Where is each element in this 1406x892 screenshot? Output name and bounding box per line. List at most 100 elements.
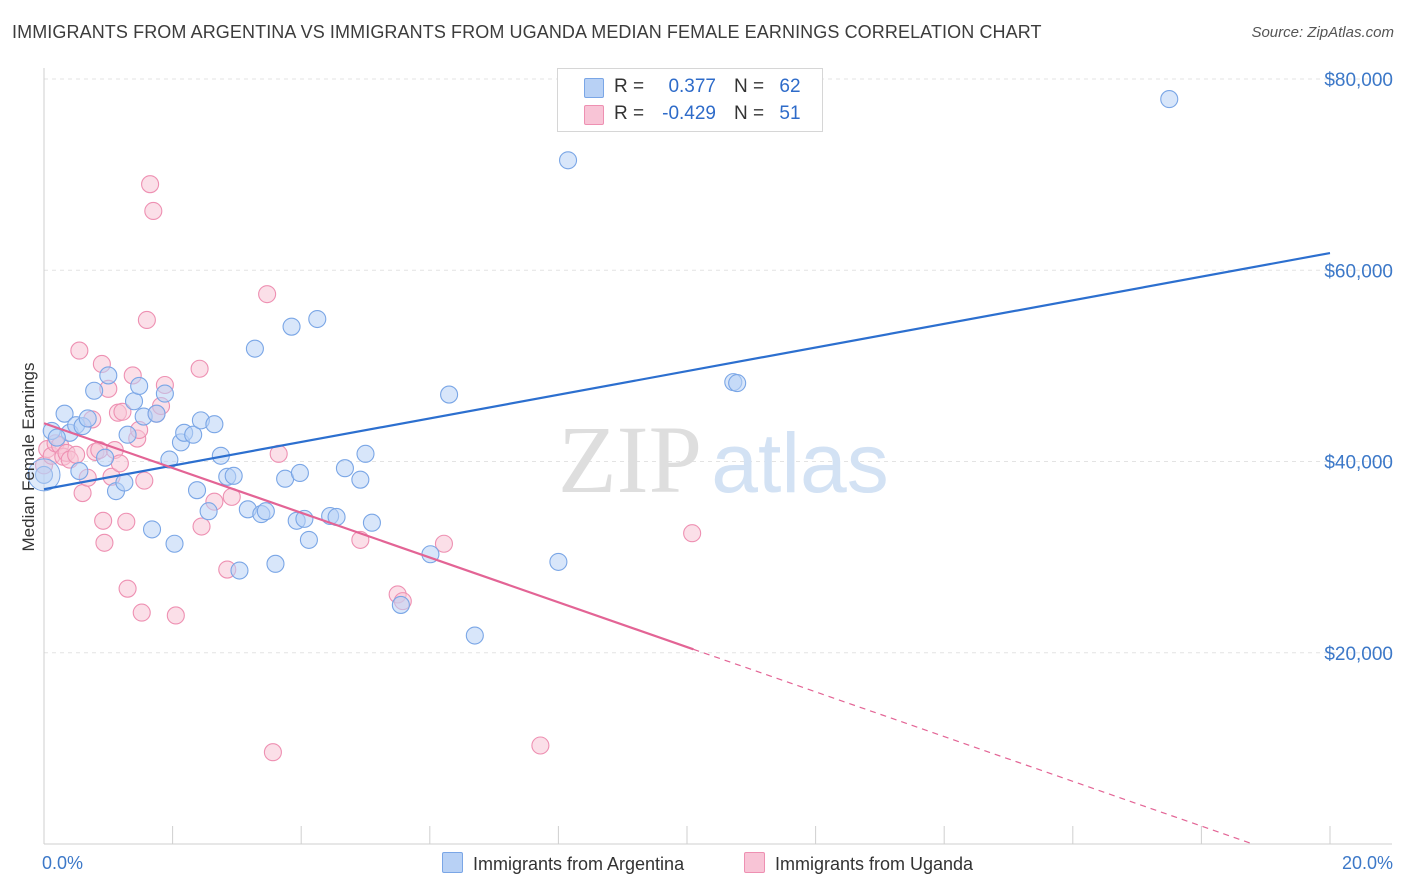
watermark-atlas: atlas	[711, 416, 888, 510]
argentina-point	[282, 317, 301, 336]
chart-title: IMMIGRANTS FROM ARGENTINA VS IMMIGRANTS …	[12, 22, 1042, 42]
uganda-point	[192, 517, 211, 536]
argentina-point	[96, 448, 115, 467]
argentina-point	[184, 425, 203, 444]
argentina-point	[256, 502, 275, 521]
argentina-point	[558, 151, 578, 170]
argentina-point	[78, 409, 97, 428]
y-axis-label: Median Female Earnings	[19, 363, 38, 552]
argentina-point	[34, 465, 54, 484]
argentina-point	[124, 392, 144, 411]
r-label: R =	[614, 76, 645, 97]
legend-item-uganda[interactable]: Immigrants from Uganda	[744, 852, 973, 875]
argentina-point	[230, 561, 249, 580]
r-value: 0.377	[668, 76, 716, 97]
n-label: N =	[734, 103, 765, 124]
uganda-point	[144, 201, 163, 221]
argentina-point	[99, 366, 118, 385]
uganda-point	[132, 603, 151, 622]
argentina-legend-label: Immigrants from Argentina	[473, 854, 685, 874]
source-label: Source: ZipAtlas.com	[1251, 24, 1394, 41]
uganda-point	[135, 471, 154, 490]
uganda-point	[67, 445, 86, 464]
argentina-point	[224, 466, 243, 485]
argentina-point	[130, 376, 149, 396]
uganda-point	[531, 736, 550, 755]
uganda-point	[141, 175, 160, 194]
y-tick-label: $60,000	[1324, 261, 1393, 282]
grid-lines	[44, 78, 1392, 654]
uganda-swatch	[584, 105, 604, 125]
uganda-legend-label: Immigrants from Uganda	[775, 854, 974, 874]
uganda-trend-extrapolation	[693, 648, 1254, 845]
uganda-legend-swatch	[744, 852, 765, 873]
stats-legend: R = 0.377 N = 62 R = -0.429 N = 51	[557, 68, 823, 132]
uganda-trend-line	[43, 422, 694, 651]
uganda-point	[118, 579, 137, 598]
n-value: 62	[779, 76, 801, 97]
tick-labels: $20,000 $40,000 $60,000 $80,000 0.0% 20.0%	[42, 70, 1393, 873]
argentina-point	[362, 513, 381, 532]
argentina-trend-line	[43, 251, 1331, 491]
series-argentina-points	[27, 90, 1179, 645]
legend-row-argentina: R = 0.377 N = 62	[558, 74, 822, 100]
argentina-point	[47, 428, 66, 447]
argentina-point	[165, 534, 184, 553]
argentina-point-cluster	[27, 458, 61, 492]
argentina-point	[245, 339, 264, 358]
uganda-point	[263, 743, 282, 762]
argentina-point	[160, 450, 179, 469]
argentina-point	[155, 384, 174, 403]
uganda-point	[434, 534, 453, 553]
argentina-point	[55, 404, 74, 423]
uganda-point	[94, 511, 113, 530]
n-value: 51	[779, 103, 801, 124]
trend-lines	[43, 251, 1331, 845]
x-tick-label: 20.0%	[1342, 853, 1393, 873]
argentina-legend-swatch	[442, 852, 463, 873]
argentina-point	[299, 530, 318, 549]
x-tick-label: 0.0%	[42, 853, 83, 873]
uganda-point	[683, 524, 702, 543]
n-label: N =	[734, 76, 765, 97]
argentina-point	[187, 481, 207, 500]
argentina-point	[351, 470, 370, 489]
argentina-point	[118, 425, 137, 444]
argentina-point	[440, 385, 459, 404]
legend-row-uganda: R = -0.429 N = 51	[558, 101, 822, 127]
uganda-point	[258, 285, 277, 304]
argentina-swatch	[584, 78, 604, 98]
uganda-point	[117, 512, 136, 531]
argentina-point	[266, 554, 285, 573]
argentina-point	[205, 415, 224, 434]
argentina-point	[147, 404, 166, 423]
argentina-point	[290, 463, 309, 483]
uganda-point	[95, 533, 114, 552]
argentina-point	[1160, 90, 1179, 109]
y-tick-label: $40,000	[1324, 453, 1393, 474]
r-label: R =	[614, 103, 645, 124]
argentina-point	[356, 444, 375, 463]
legend-item-argentina[interactable]: Immigrants from Argentina	[442, 852, 684, 875]
argentina-point	[728, 374, 747, 393]
watermark: ZIP atlas	[558, 406, 889, 513]
y-tick-label: $20,000	[1324, 644, 1393, 665]
r-value: -0.429	[662, 103, 716, 124]
uganda-point	[190, 359, 209, 378]
argentina-point	[549, 552, 568, 571]
uganda-point	[137, 310, 156, 330]
uganda-point	[113, 402, 132, 421]
argentina-point	[70, 462, 89, 481]
argentina-point	[142, 520, 162, 539]
argentina-point	[335, 459, 354, 478]
uganda-point	[70, 341, 89, 360]
y-tick-label: $80,000	[1324, 70, 1393, 91]
argentina-point	[308, 309, 327, 329]
argentina-point	[85, 381, 104, 400]
uganda-point	[73, 484, 92, 503]
argentina-point	[465, 626, 484, 645]
argentina-point	[391, 595, 410, 614]
uganda-point	[166, 606, 185, 625]
argentina-point	[199, 502, 218, 521]
